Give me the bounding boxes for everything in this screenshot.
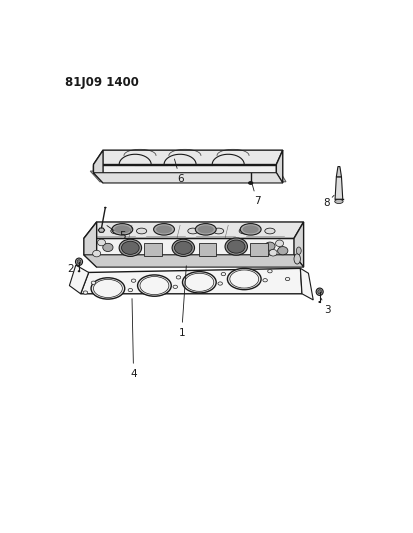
Ellipse shape bbox=[91, 281, 95, 284]
Ellipse shape bbox=[156, 225, 172, 233]
Polygon shape bbox=[81, 268, 301, 294]
Polygon shape bbox=[93, 165, 276, 173]
Polygon shape bbox=[300, 268, 313, 300]
Ellipse shape bbox=[91, 278, 124, 299]
Text: 2: 2 bbox=[67, 264, 79, 274]
Ellipse shape bbox=[176, 276, 180, 279]
Ellipse shape bbox=[248, 182, 252, 184]
Ellipse shape bbox=[213, 228, 223, 234]
Ellipse shape bbox=[268, 249, 276, 256]
Ellipse shape bbox=[119, 239, 141, 256]
Polygon shape bbox=[93, 150, 282, 165]
Ellipse shape bbox=[140, 277, 169, 295]
Ellipse shape bbox=[229, 270, 258, 288]
Ellipse shape bbox=[227, 240, 244, 253]
Ellipse shape bbox=[185, 273, 213, 292]
Ellipse shape bbox=[267, 270, 271, 273]
Ellipse shape bbox=[173, 285, 177, 288]
Ellipse shape bbox=[104, 207, 107, 208]
Polygon shape bbox=[93, 150, 103, 183]
Polygon shape bbox=[90, 171, 285, 182]
Polygon shape bbox=[69, 265, 88, 294]
Polygon shape bbox=[93, 173, 282, 183]
Polygon shape bbox=[198, 243, 216, 256]
Ellipse shape bbox=[75, 258, 82, 265]
Ellipse shape bbox=[182, 272, 216, 293]
Ellipse shape bbox=[195, 224, 216, 235]
Ellipse shape bbox=[83, 291, 88, 294]
Ellipse shape bbox=[277, 247, 287, 255]
Polygon shape bbox=[144, 243, 161, 256]
Ellipse shape bbox=[97, 239, 105, 246]
Polygon shape bbox=[249, 243, 267, 256]
Ellipse shape bbox=[137, 275, 171, 296]
Polygon shape bbox=[83, 222, 303, 238]
Polygon shape bbox=[335, 166, 341, 177]
Ellipse shape bbox=[78, 270, 80, 272]
Ellipse shape bbox=[174, 241, 192, 254]
Ellipse shape bbox=[77, 260, 81, 264]
Ellipse shape bbox=[316, 288, 323, 295]
Ellipse shape bbox=[275, 240, 283, 247]
Ellipse shape bbox=[285, 277, 289, 281]
Ellipse shape bbox=[262, 279, 267, 282]
Ellipse shape bbox=[188, 228, 197, 234]
Polygon shape bbox=[98, 228, 104, 232]
Ellipse shape bbox=[225, 238, 247, 255]
Ellipse shape bbox=[221, 272, 225, 276]
Ellipse shape bbox=[128, 288, 132, 292]
Ellipse shape bbox=[296, 247, 301, 254]
Ellipse shape bbox=[136, 228, 146, 234]
Polygon shape bbox=[83, 255, 303, 267]
Ellipse shape bbox=[112, 224, 133, 235]
Ellipse shape bbox=[239, 228, 249, 234]
Ellipse shape bbox=[111, 228, 121, 234]
Ellipse shape bbox=[217, 282, 222, 285]
Text: 81J09 1400: 81J09 1400 bbox=[64, 76, 138, 89]
Ellipse shape bbox=[317, 290, 321, 294]
Ellipse shape bbox=[264, 228, 274, 234]
Ellipse shape bbox=[93, 279, 122, 297]
Polygon shape bbox=[293, 222, 303, 267]
Ellipse shape bbox=[162, 228, 172, 234]
Text: 1: 1 bbox=[178, 266, 186, 338]
Ellipse shape bbox=[334, 199, 342, 204]
Polygon shape bbox=[83, 222, 96, 267]
Text: 3: 3 bbox=[320, 298, 330, 315]
Polygon shape bbox=[83, 238, 293, 255]
Text: 7: 7 bbox=[251, 182, 260, 206]
Ellipse shape bbox=[318, 301, 320, 303]
Ellipse shape bbox=[121, 241, 139, 254]
Ellipse shape bbox=[264, 242, 274, 251]
Ellipse shape bbox=[131, 279, 135, 282]
Text: 4: 4 bbox=[130, 298, 137, 379]
Ellipse shape bbox=[240, 224, 261, 235]
Polygon shape bbox=[334, 177, 342, 199]
Ellipse shape bbox=[114, 225, 130, 233]
Text: 5: 5 bbox=[107, 225, 126, 241]
Ellipse shape bbox=[153, 224, 174, 235]
Ellipse shape bbox=[197, 225, 213, 233]
Ellipse shape bbox=[242, 225, 258, 233]
Ellipse shape bbox=[102, 243, 113, 252]
Polygon shape bbox=[276, 150, 282, 183]
Ellipse shape bbox=[227, 268, 261, 290]
Text: 6: 6 bbox=[174, 159, 183, 184]
Text: 8: 8 bbox=[322, 195, 333, 208]
Ellipse shape bbox=[293, 254, 300, 264]
Ellipse shape bbox=[93, 251, 100, 257]
Ellipse shape bbox=[172, 239, 194, 256]
